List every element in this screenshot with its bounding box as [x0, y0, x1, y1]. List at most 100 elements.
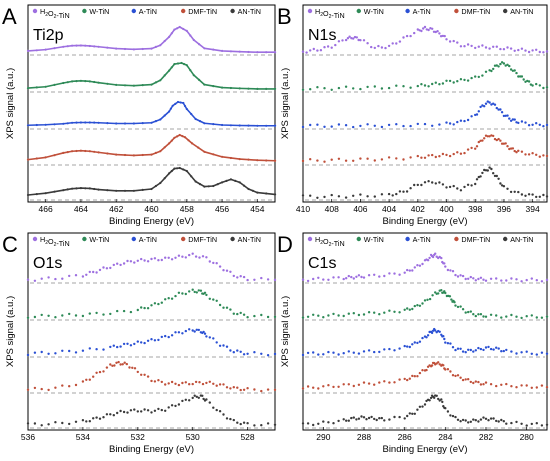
panel-b-series-0-point-42	[427, 28, 430, 32]
panel-d-series-0-point-21	[388, 272, 391, 275]
panel-b-series-2-point-28	[474, 113, 477, 117]
panel-a-series-4-point-22	[168, 172, 171, 175]
panel-d-series-2-point-19	[398, 347, 401, 350]
panel-d-series-2-point-54	[469, 348, 472, 352]
panel-d-series-0-point-6	[332, 276, 335, 279]
panel-a-series-4-point-2	[44, 192, 47, 195]
panel-d-series-1-point-13	[367, 311, 371, 314]
panel-d-series-4-point-26	[393, 415, 396, 419]
panel-c-series-1-point-9	[88, 312, 92, 315]
panel-b-series-1-point-15	[409, 86, 412, 89]
panel-b-series-2-point-54	[524, 121, 527, 124]
panel-c-series-2-point-15	[119, 345, 122, 348]
panel-a-series-1-point-15	[123, 84, 127, 87]
panel-b-series-2-point-15	[409, 124, 412, 128]
panel-a-xtick-label-6: 454	[250, 204, 264, 214]
panel-d-series-1-point-58	[479, 313, 483, 316]
panel-c-series-3-point-59	[242, 388, 246, 391]
panel-b-series-2-point-36	[488, 101, 491, 104]
panel-c-series-3-point-50	[212, 382, 215, 385]
panel-b-series-2-point-56	[531, 123, 534, 127]
panel-d-series-1-point-1	[306, 315, 310, 318]
panel-a-xtick-label-4: 458	[180, 204, 194, 214]
panel-d-series-0-point-66	[495, 277, 498, 280]
panel-c-series-4-point-30	[157, 407, 160, 411]
panel-b-series-2-point-24	[459, 119, 463, 122]
panel-b-series-0-point-11	[341, 39, 344, 42]
panel-a-series-2-point-33	[198, 120, 202, 123]
panel-b-series-2-point-49	[511, 118, 515, 121]
panel-d-series-0-point-18	[373, 273, 376, 276]
panel-a-legend-marker-4	[230, 8, 235, 14]
panel-a-series-2-point-5	[66, 122, 69, 125]
panel-d-series-4-point-49	[441, 400, 444, 404]
panel-c-series-4-point-13	[98, 417, 102, 420]
panel-b-xtick-label-4: 402	[411, 204, 425, 214]
panel-d-series-4-point-56	[454, 415, 457, 419]
panel-b-series-0-point-60	[474, 46, 477, 50]
panel-d-series-2-point-64	[495, 346, 498, 349]
panel-d-series-1-point-36	[440, 289, 443, 292]
panel-a-series-1-point-23	[170, 66, 173, 69]
panel-d-series-2-point-16	[383, 348, 386, 351]
panel-b-series-0-point-4	[316, 49, 319, 52]
panel-d-series-4-point-66	[479, 418, 483, 421]
panel-d-xtick-label-2: 286	[398, 432, 412, 442]
panel-b-xtick-label-2: 406	[353, 204, 367, 214]
panel-c-series-0-point-52	[232, 274, 235, 278]
panel-d-series-0-point-63	[482, 278, 485, 281]
panel-b: B H2O2-TiN W-TiN A-TiN DMF-TiN AN-TiN N1s 410 4…	[277, 4, 549, 227]
panel-b-series-4-point-3	[323, 195, 326, 199]
panel-d-legend-label-2: A-TiN	[413, 235, 431, 244]
panel-b-series-1-point-33	[477, 75, 480, 79]
panel-d-series-2-point-6	[332, 351, 335, 354]
panel-d-series-0-point-60	[474, 279, 477, 282]
panel-d-series-1-point-69	[530, 314, 533, 317]
panel-b-series-0-point-0	[301, 50, 305, 53]
panel-b-series-4-point-39	[479, 175, 482, 178]
panel-d-series-2-point-69	[510, 350, 513, 353]
panel-b-series-2-point-45	[504, 114, 507, 118]
panel-c-xtick-label-2: 532	[131, 432, 145, 442]
panel-c-series-0-point-50	[225, 269, 229, 272]
panel-c-series-2-point-58	[260, 352, 263, 355]
panel-b-series-2-point-21	[448, 122, 452, 125]
panel-d-series-0-point-28	[413, 266, 416, 269]
panel-b-series-3-point-1	[309, 158, 312, 161]
panel-b-series-0-point-66	[495, 45, 498, 48]
panel-b-series-0-point-36	[416, 28, 419, 31]
panel-c-series-4-point-64	[273, 423, 277, 426]
panel-a-series-2-point-32	[194, 117, 197, 121]
panel-c-series-0-point-54	[239, 275, 242, 278]
panel-d-xtick-label-5: 280	[520, 432, 534, 442]
panel-b-series-1-point-9	[366, 85, 369, 89]
panel-d-series-3-point-68	[525, 384, 528, 387]
panel-c-series-4-point-29	[153, 409, 157, 412]
panel-a-series-0-point-35	[229, 50, 232, 53]
panel-b-series-0-point-40	[423, 25, 427, 29]
panel-d-series-1-point-18	[393, 310, 396, 313]
panel-b-series-0-point-16	[352, 37, 355, 40]
panel-c-series-0-point-44	[205, 256, 208, 259]
panel-c-series-2-point-17	[126, 342, 129, 345]
panel-d-series-3-point-59	[482, 383, 485, 386]
panel-d-frame	[302, 232, 548, 431]
panel-b-series-1-point-30	[466, 79, 470, 82]
panel-d-series-4-point-8	[342, 418, 345, 421]
panel-a: A H2O2-TiN W-TiN A-TiN DMF-TiN AN-TiN Ti2p 466…	[2, 4, 277, 227]
panel-d-series-1-point-62	[495, 314, 498, 317]
panel-a-series-1-point-16	[132, 84, 135, 87]
panel-b-series-3	[301, 134, 549, 163]
panel-a-series-1-point-27	[183, 63, 186, 66]
panel-d-series-3-point-4	[322, 385, 325, 388]
panel-c-series-0-point-33	[167, 256, 170, 259]
panel-b-series-2-point-13	[395, 123, 398, 126]
panel-b-series-0-point-3	[312, 47, 315, 51]
panel-a-series-3-point-18	[150, 153, 153, 156]
panel-b-series-3-point-6	[344, 159, 348, 162]
panel-b-series-2-point-22	[452, 123, 455, 126]
panel-c-series-2-point-12	[109, 345, 112, 349]
panel-d-series-3-point-49	[456, 374, 460, 377]
panel-c-series-1-point-23	[160, 301, 163, 304]
panel-c-series-0-point-30	[157, 259, 160, 262]
